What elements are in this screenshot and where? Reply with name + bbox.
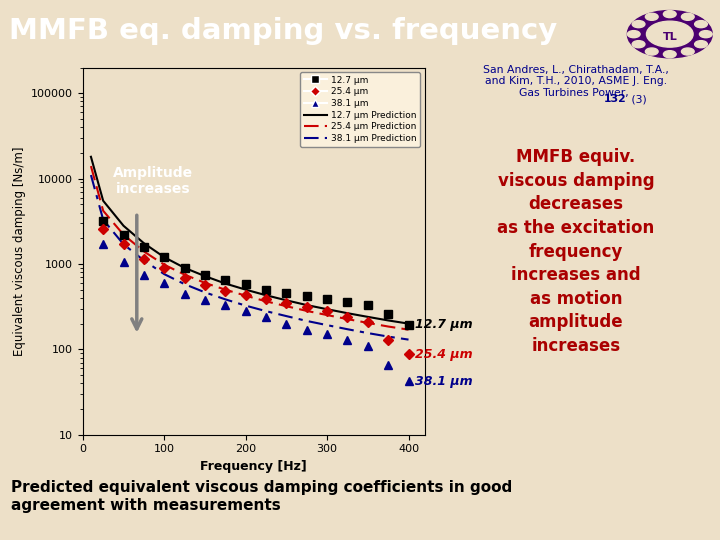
Legend: 12.7 μm, 25.4 μm, 38.1 μm, 12.7 μm Prediction, 25.4 μm Prediction, 38.1 μm Predi: 12.7 μm, 25.4 μm, 38.1 μm, 12.7 μm Predi… xyxy=(300,72,420,147)
Circle shape xyxy=(681,48,694,55)
Text: San Andres, L., Chirathadam, T.A.,
and Kim, T.H., 2010, ASME J. Eng.
Gas Turbine: San Andres, L., Chirathadam, T.A., and K… xyxy=(483,65,669,98)
Text: 132: 132 xyxy=(604,94,627,105)
Circle shape xyxy=(627,31,640,38)
Text: 12.7 μm: 12.7 μm xyxy=(415,318,472,331)
Text: 25.4 μm: 25.4 μm xyxy=(415,348,472,361)
Text: 38.1 μm: 38.1 μm xyxy=(415,375,472,388)
Circle shape xyxy=(695,40,707,48)
Circle shape xyxy=(663,51,676,58)
Circle shape xyxy=(645,48,658,55)
Text: TL: TL xyxy=(662,32,677,42)
Text: (3): (3) xyxy=(628,94,647,105)
Circle shape xyxy=(632,21,645,28)
Circle shape xyxy=(695,21,707,28)
Circle shape xyxy=(681,14,694,21)
Circle shape xyxy=(663,11,676,18)
X-axis label: Frequency [Hz]: Frequency [Hz] xyxy=(200,460,307,473)
Text: Amplitude
increases: Amplitude increases xyxy=(113,166,193,197)
Circle shape xyxy=(699,31,712,38)
Circle shape xyxy=(645,14,658,21)
Y-axis label: Equivalent viscous damping [Ns/m]: Equivalent viscous damping [Ns/m] xyxy=(12,146,25,356)
Text: MMFB equiv.
viscous damping
decreases
as the excitation
frequency
increases and
: MMFB equiv. viscous damping decreases as… xyxy=(498,148,654,355)
Circle shape xyxy=(632,40,645,48)
Text: MMFB eq. damping vs. frequency: MMFB eq. damping vs. frequency xyxy=(9,17,557,45)
Text: Predicted equivalent viscous damping coefficients in good
agreement with measure: Predicted equivalent viscous damping coe… xyxy=(11,480,512,512)
Circle shape xyxy=(647,21,693,47)
Circle shape xyxy=(627,11,712,58)
